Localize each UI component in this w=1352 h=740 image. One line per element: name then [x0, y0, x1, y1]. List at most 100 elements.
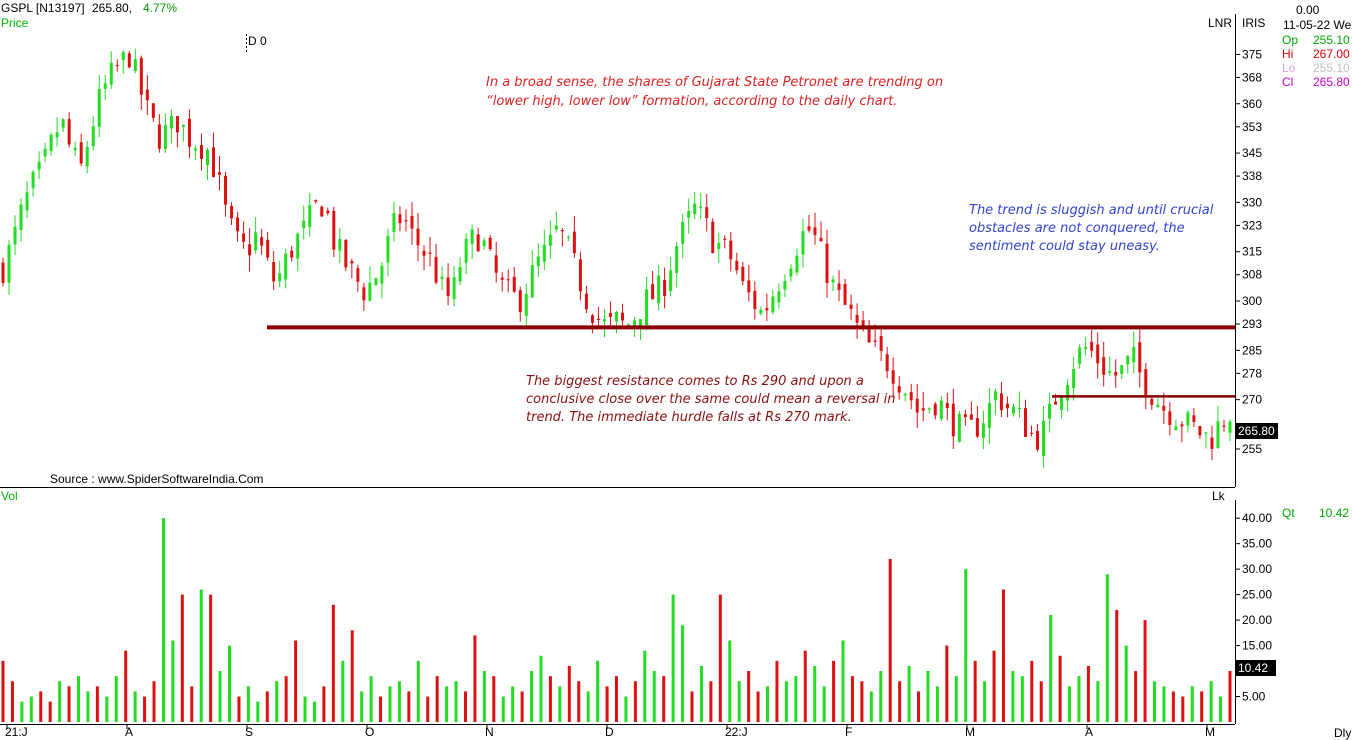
- volume-bar: [747, 671, 751, 722]
- candle-body: [813, 227, 817, 236]
- candle-body: [440, 276, 444, 279]
- volume-bar: [143, 696, 147, 722]
- price-series-label: Price: [1, 16, 29, 30]
- candle-body: [879, 336, 883, 351]
- annotation-right-line: sentiment could stay uneasy.: [969, 239, 1160, 254]
- annotation-right: The trend is sluggish and until crucial …: [969, 203, 1214, 254]
- candle-body: [157, 124, 161, 149]
- volume-bar: [1001, 589, 1005, 722]
- volume-bar: [246, 686, 250, 722]
- date-tick-label: N: [485, 725, 494, 739]
- volume-bar: [379, 696, 383, 722]
- volume-bar: [1200, 691, 1204, 722]
- volume-bar: [1190, 686, 1194, 722]
- candle-body: [7, 245, 11, 283]
- candle-body: [987, 403, 991, 428]
- candle-body: [1114, 371, 1118, 376]
- candle-body: [1210, 437, 1214, 449]
- date-tick-label: A: [1085, 725, 1093, 739]
- candle-body: [428, 252, 432, 254]
- candle-body: [831, 279, 835, 283]
- candle-body: [320, 206, 324, 217]
- volume-bar: [1209, 681, 1213, 722]
- candle-body: [621, 312, 625, 321]
- candle-body: [103, 83, 107, 89]
- candle-body: [723, 238, 727, 240]
- candle-body: [494, 255, 498, 273]
- candle-body: [590, 315, 594, 323]
- volume-bar: [992, 650, 996, 722]
- change-percent: 4.77%: [143, 1, 177, 15]
- annotation-middle-line: The biggest resistance comes to Rs 290 a…: [526, 374, 864, 389]
- volume-tick-label: 40.00: [1242, 511, 1272, 525]
- volume-bar: [275, 681, 279, 722]
- volume-bar: [1162, 686, 1166, 722]
- volume-bar: [303, 696, 307, 722]
- candle-body: [891, 370, 895, 384]
- candle-body: [181, 124, 185, 127]
- date-tick-label: M: [1205, 725, 1215, 739]
- candle-body: [464, 238, 468, 263]
- candle-body: [290, 250, 294, 258]
- volume-bar: [1105, 574, 1109, 722]
- candle-body: [633, 320, 637, 327]
- volume-bar: [397, 681, 401, 722]
- volume-bar: [369, 676, 373, 722]
- candle-body: [867, 327, 871, 343]
- last-price: 265.80,: [92, 1, 132, 15]
- volume-axis: 40.00 35.00 30.00 25.00 20.00 15.00 5.00: [1235, 511, 1272, 704]
- qt-value: 10.42: [1319, 506, 1349, 520]
- volume-series-label: Vol: [1, 489, 18, 503]
- volume-bar: [935, 686, 939, 722]
- candle-body: [1222, 425, 1226, 427]
- volume-bar: [171, 640, 175, 722]
- candle-body: [1228, 421, 1232, 433]
- volume-bar: [1181, 696, 1185, 722]
- price-tick-label: 360: [1242, 97, 1262, 111]
- candle-body: [1017, 407, 1021, 410]
- candle-body: [1078, 347, 1082, 365]
- candle-body: [602, 319, 606, 322]
- ohlc-readout: Op 255.10 Hi 267.00 Lo 255.10 Cl 265.80: [1282, 33, 1350, 89]
- date-axis: 21:J A S O N D 22:J F M A M: [5, 724, 1215, 739]
- price-tick-label: 293: [1242, 317, 1262, 331]
- annotation-middle-line: trend. The immediate hurdle falls at Rs …: [526, 410, 852, 425]
- volume-bar: [228, 645, 232, 722]
- candle-body: [97, 89, 101, 127]
- candle-body: [1198, 425, 1202, 436]
- candle-body: [1048, 403, 1052, 419]
- candle-body: [326, 210, 330, 214]
- volume-bar: [463, 691, 467, 722]
- annotation-top-line: In a broad sense, the shares of Gujarat …: [486, 75, 943, 90]
- volume-bar: [180, 594, 184, 722]
- candle-body: [266, 239, 270, 258]
- candle-body: [999, 393, 1003, 411]
- volume-bar: [917, 691, 921, 722]
- candle-body: [43, 148, 47, 157]
- volume-bar: [879, 671, 883, 722]
- candle-body: [1150, 398, 1154, 405]
- annotation-right-line: The trend is sluggish and until crucial: [969, 203, 1214, 218]
- candle-body: [596, 318, 600, 321]
- volume-bar: [350, 630, 354, 722]
- volume-bar: [756, 691, 760, 722]
- volume-bar: [662, 676, 666, 722]
- volume-bar: [973, 660, 977, 722]
- candle-body: [37, 161, 41, 170]
- volume-bar: [1030, 660, 1034, 722]
- volume-bar: [709, 681, 713, 722]
- candle-body: [115, 64, 119, 67]
- volume-bar: [322, 686, 326, 722]
- volume-bar: [633, 681, 637, 722]
- volume-bar: [1171, 691, 1175, 722]
- volume-bar: [482, 671, 486, 722]
- volume-bar: [784, 681, 788, 722]
- annotation-right-line: obstacles are not conquered, the: [969, 221, 1185, 236]
- candle-body: [771, 296, 775, 313]
- candle-body: [1090, 341, 1094, 351]
- candle-body: [434, 256, 438, 283]
- volume-bar: [331, 604, 335, 722]
- volume-tick-label: 25.00: [1242, 588, 1272, 602]
- candle-body: [578, 259, 582, 292]
